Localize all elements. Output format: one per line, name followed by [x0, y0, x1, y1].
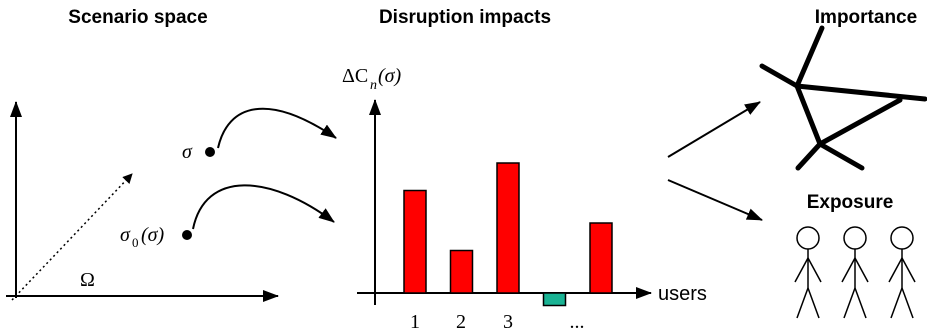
network-edge [795, 141, 823, 171]
svg-text:(σ): (σ) [378, 65, 402, 87]
sigma-label: σ [182, 141, 193, 163]
omega-vector [11, 173, 133, 301]
network-edge [759, 63, 800, 89]
impacts-x-label: users [658, 283, 707, 305]
network-edge [794, 83, 823, 147]
svg-text:(σ): (σ) [141, 224, 165, 246]
impacts-bars [403, 162, 613, 307]
impact-bar-2 [449, 249, 474, 294]
to-importance-arrow [667, 101, 761, 158]
impact-bar-3 [496, 162, 520, 294]
svg-text:0: 0 [132, 235, 139, 250]
person-icon [888, 226, 916, 319]
impact-bar-5 [589, 222, 613, 294]
impacts-y-label: ΔC n (σ) [342, 65, 402, 93]
omega-label: Ω [80, 269, 95, 291]
sigma-point [205, 147, 215, 157]
exposure-title: Exposure [807, 192, 894, 213]
sigma-mapping-arrow [217, 107, 337, 149]
network-edge [817, 141, 865, 171]
scenario-space-panel: Ω σ σ 0 (σ) [6, 101, 337, 302]
person-icon [794, 226, 822, 319]
person-icon [841, 226, 869, 319]
to-exposure-arrow [667, 179, 763, 221]
impact-bar-1 [403, 189, 427, 294]
impact-bar-4 [542, 292, 567, 307]
importance-network [759, 25, 927, 171]
sigma0-mapping-arrow [192, 184, 335, 230]
svg-text:ΔC: ΔC [342, 65, 368, 87]
scenario-space-title: Scenario space [68, 7, 207, 28]
svg-text:n: n [370, 78, 377, 93]
tick-label-1: 1 [410, 311, 420, 332]
svg-text:σ: σ [120, 224, 131, 246]
sigma0-point [182, 230, 192, 240]
impacts-chart: ΔC n (σ) users 1 2 3 ... [342, 65, 707, 332]
exposure-people [794, 226, 916, 319]
network-edge [817, 97, 903, 147]
network-edge [794, 25, 825, 89]
tick-label-ellipsis: ... [570, 311, 585, 332]
importance-title: Importance [815, 7, 917, 28]
network-edge [794, 83, 927, 102]
tick-label-3: 3 [503, 311, 513, 332]
sigma0-label: σ 0 (σ) [120, 224, 165, 250]
disruption-impacts-title: Disruption impacts [379, 7, 551, 28]
tick-label-2: 2 [456, 311, 466, 332]
